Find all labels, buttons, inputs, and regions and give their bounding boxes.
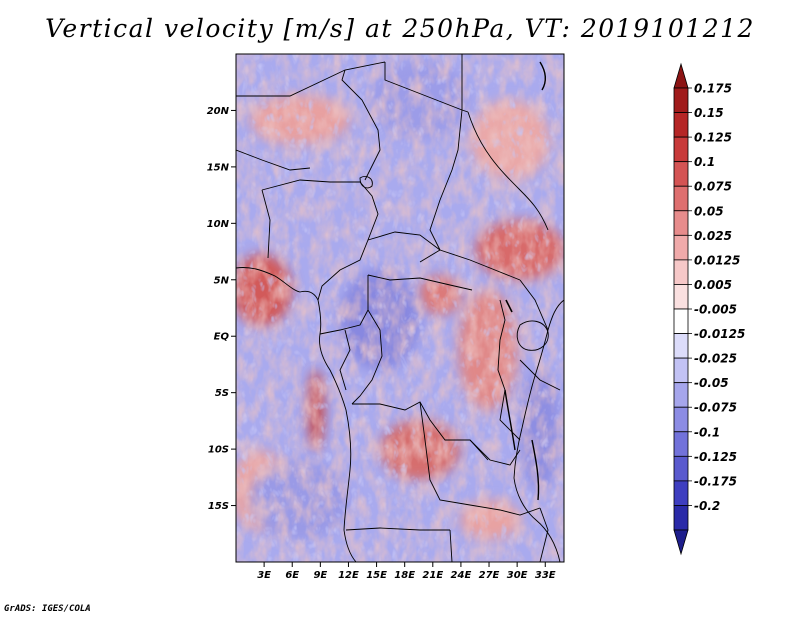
colorbar-segment bbox=[673, 185, 689, 212]
lake-nasser bbox=[539, 61, 547, 91]
border-drc-angola bbox=[352, 401, 489, 461]
longitude-axis: 3E 6E 9E 12E 15E 18E 21E 24E 27E 30E 33E bbox=[257, 562, 556, 581]
border-congo-drc bbox=[351, 309, 383, 405]
border-mozambique bbox=[539, 507, 549, 562]
colorbar-segment bbox=[673, 210, 689, 236]
border-tanzania bbox=[519, 359, 561, 391]
lon-tick-label: 3E bbox=[257, 570, 271, 581]
colorbar-segment bbox=[673, 161, 689, 187]
lat-tick-label: 10N bbox=[207, 219, 230, 230]
chart-title: Vertical velocity [m/s] at 250hPa, VT: 2… bbox=[45, 14, 755, 43]
border-zambia-south bbox=[469, 504, 541, 516]
lat-tick-label: 10S bbox=[208, 445, 229, 456]
colorbar-label: -0.025 bbox=[694, 352, 737, 366]
colorbar-segment bbox=[673, 382, 689, 408]
border-libya-chad bbox=[236, 61, 386, 97]
colorbar-bottom-arrow bbox=[673, 529, 689, 556]
border-cameroon-gabon bbox=[319, 275, 369, 335]
colorbar-label: -0.1 bbox=[694, 425, 720, 439]
lat-tick-label: 15N bbox=[207, 162, 230, 173]
border-nigeria-cameroon bbox=[317, 181, 379, 301]
lon-tick-label: 15E bbox=[366, 570, 387, 581]
border-drc-east bbox=[497, 299, 521, 441]
colorbar-label: 0.005 bbox=[694, 278, 732, 292]
colorbar-label: 0.125 bbox=[694, 131, 732, 145]
border-egypt-sudan bbox=[384, 62, 469, 113]
colorbar-label: 0.1 bbox=[694, 155, 715, 169]
border-benin-togo bbox=[261, 189, 271, 259]
colorbar-label: -0.2 bbox=[694, 499, 720, 513]
lat-tick-label: 15S bbox=[208, 501, 229, 512]
colorbar-segment bbox=[673, 136, 689, 163]
colorbar-segment bbox=[673, 234, 689, 261]
border-nigeria-north bbox=[261, 179, 360, 191]
lake-victoria bbox=[516, 320, 549, 351]
colorbar-label: -0.005 bbox=[694, 303, 737, 317]
colorbar-label: 0.175 bbox=[694, 82, 732, 96]
latitude-axis: 20N 15N 10N 5N EQ 5S 10S 15S bbox=[207, 106, 236, 512]
border-botswana bbox=[449, 529, 453, 562]
lat-tick-label: 5S bbox=[215, 388, 229, 399]
colorbar-label: 0.0125 bbox=[694, 253, 740, 267]
colorbar-label: 0.025 bbox=[694, 229, 732, 243]
lake-tanganyika bbox=[504, 389, 516, 451]
colorbar-label: 0.05 bbox=[694, 204, 724, 218]
field-texture-red bbox=[236, 54, 564, 562]
coastline-west bbox=[236, 267, 357, 562]
colorbar-segment bbox=[673, 455, 689, 482]
lon-tick-label: 6E bbox=[285, 570, 299, 581]
political-boundaries bbox=[236, 54, 564, 562]
colorbar-label: 0.075 bbox=[694, 180, 732, 194]
colorbar-top-arrow bbox=[673, 62, 689, 89]
lon-tick-label: 27E bbox=[479, 570, 500, 581]
colorbar-segment bbox=[673, 431, 689, 457]
border-south-sudan bbox=[439, 249, 521, 281]
lon-tick-label: 21E bbox=[422, 570, 443, 581]
lake-albert bbox=[505, 299, 513, 313]
lon-tick-label: 33E bbox=[535, 570, 556, 581]
lon-tick-label: 9E bbox=[313, 570, 327, 581]
colorbar-label: -0.0125 bbox=[694, 327, 745, 341]
colorbar-segment bbox=[673, 406, 689, 433]
colorbar: 0.175 0.15 0.125 0.1 0.075 0.05 0.025 0.0125 0.0… bbox=[673, 62, 745, 556]
colorbar-label: -0.05 bbox=[694, 376, 729, 390]
border-mali-niger bbox=[236, 149, 311, 171]
colorbar-segment bbox=[673, 284, 689, 310]
colorbar-label: -0.075 bbox=[694, 401, 737, 415]
colorbar-segment bbox=[673, 308, 689, 334]
colorbar-segment bbox=[673, 357, 689, 384]
map-frame bbox=[235, 53, 565, 563]
lat-tick-label: EQ bbox=[214, 332, 230, 343]
colorbar-label: 0.15 bbox=[694, 106, 724, 120]
lon-tick-label: 30E bbox=[507, 570, 528, 581]
border-zambia-north bbox=[469, 439, 521, 466]
lat-tick-label: 20N bbox=[207, 106, 230, 117]
border-angola-zambia bbox=[419, 401, 471, 506]
credit-text: GrADS: IGES/COLA bbox=[4, 604, 91, 614]
colorbar-segment bbox=[673, 87, 689, 113]
lon-tick-label: 12E bbox=[338, 570, 359, 581]
lat-tick-label: 5N bbox=[214, 275, 230, 286]
border-car-drc bbox=[367, 274, 473, 291]
border-uganda-kenya bbox=[519, 279, 549, 331]
colorbar-segment bbox=[673, 112, 689, 138]
colorbar-label: -0.175 bbox=[694, 474, 737, 488]
lake-chad bbox=[359, 175, 373, 189]
colorbar-label: -0.125 bbox=[694, 450, 737, 464]
lon-tick-label: 24E bbox=[451, 570, 472, 581]
border-sudan-east bbox=[467, 111, 549, 231]
colorbar-segment bbox=[673, 505, 689, 531]
colorbar-segment bbox=[673, 333, 689, 359]
border-angola-namibia bbox=[345, 527, 450, 531]
border-niger-chad bbox=[341, 69, 381, 181]
lake-malawi bbox=[531, 439, 540, 501]
lon-tick-label: 18E bbox=[394, 570, 415, 581]
colorbar-segment bbox=[673, 480, 689, 506]
border-congo-gabon bbox=[339, 329, 351, 391]
colorbar-segment bbox=[673, 259, 689, 285]
velocity-field bbox=[236, 54, 564, 562]
border-car-chad bbox=[367, 231, 441, 251]
